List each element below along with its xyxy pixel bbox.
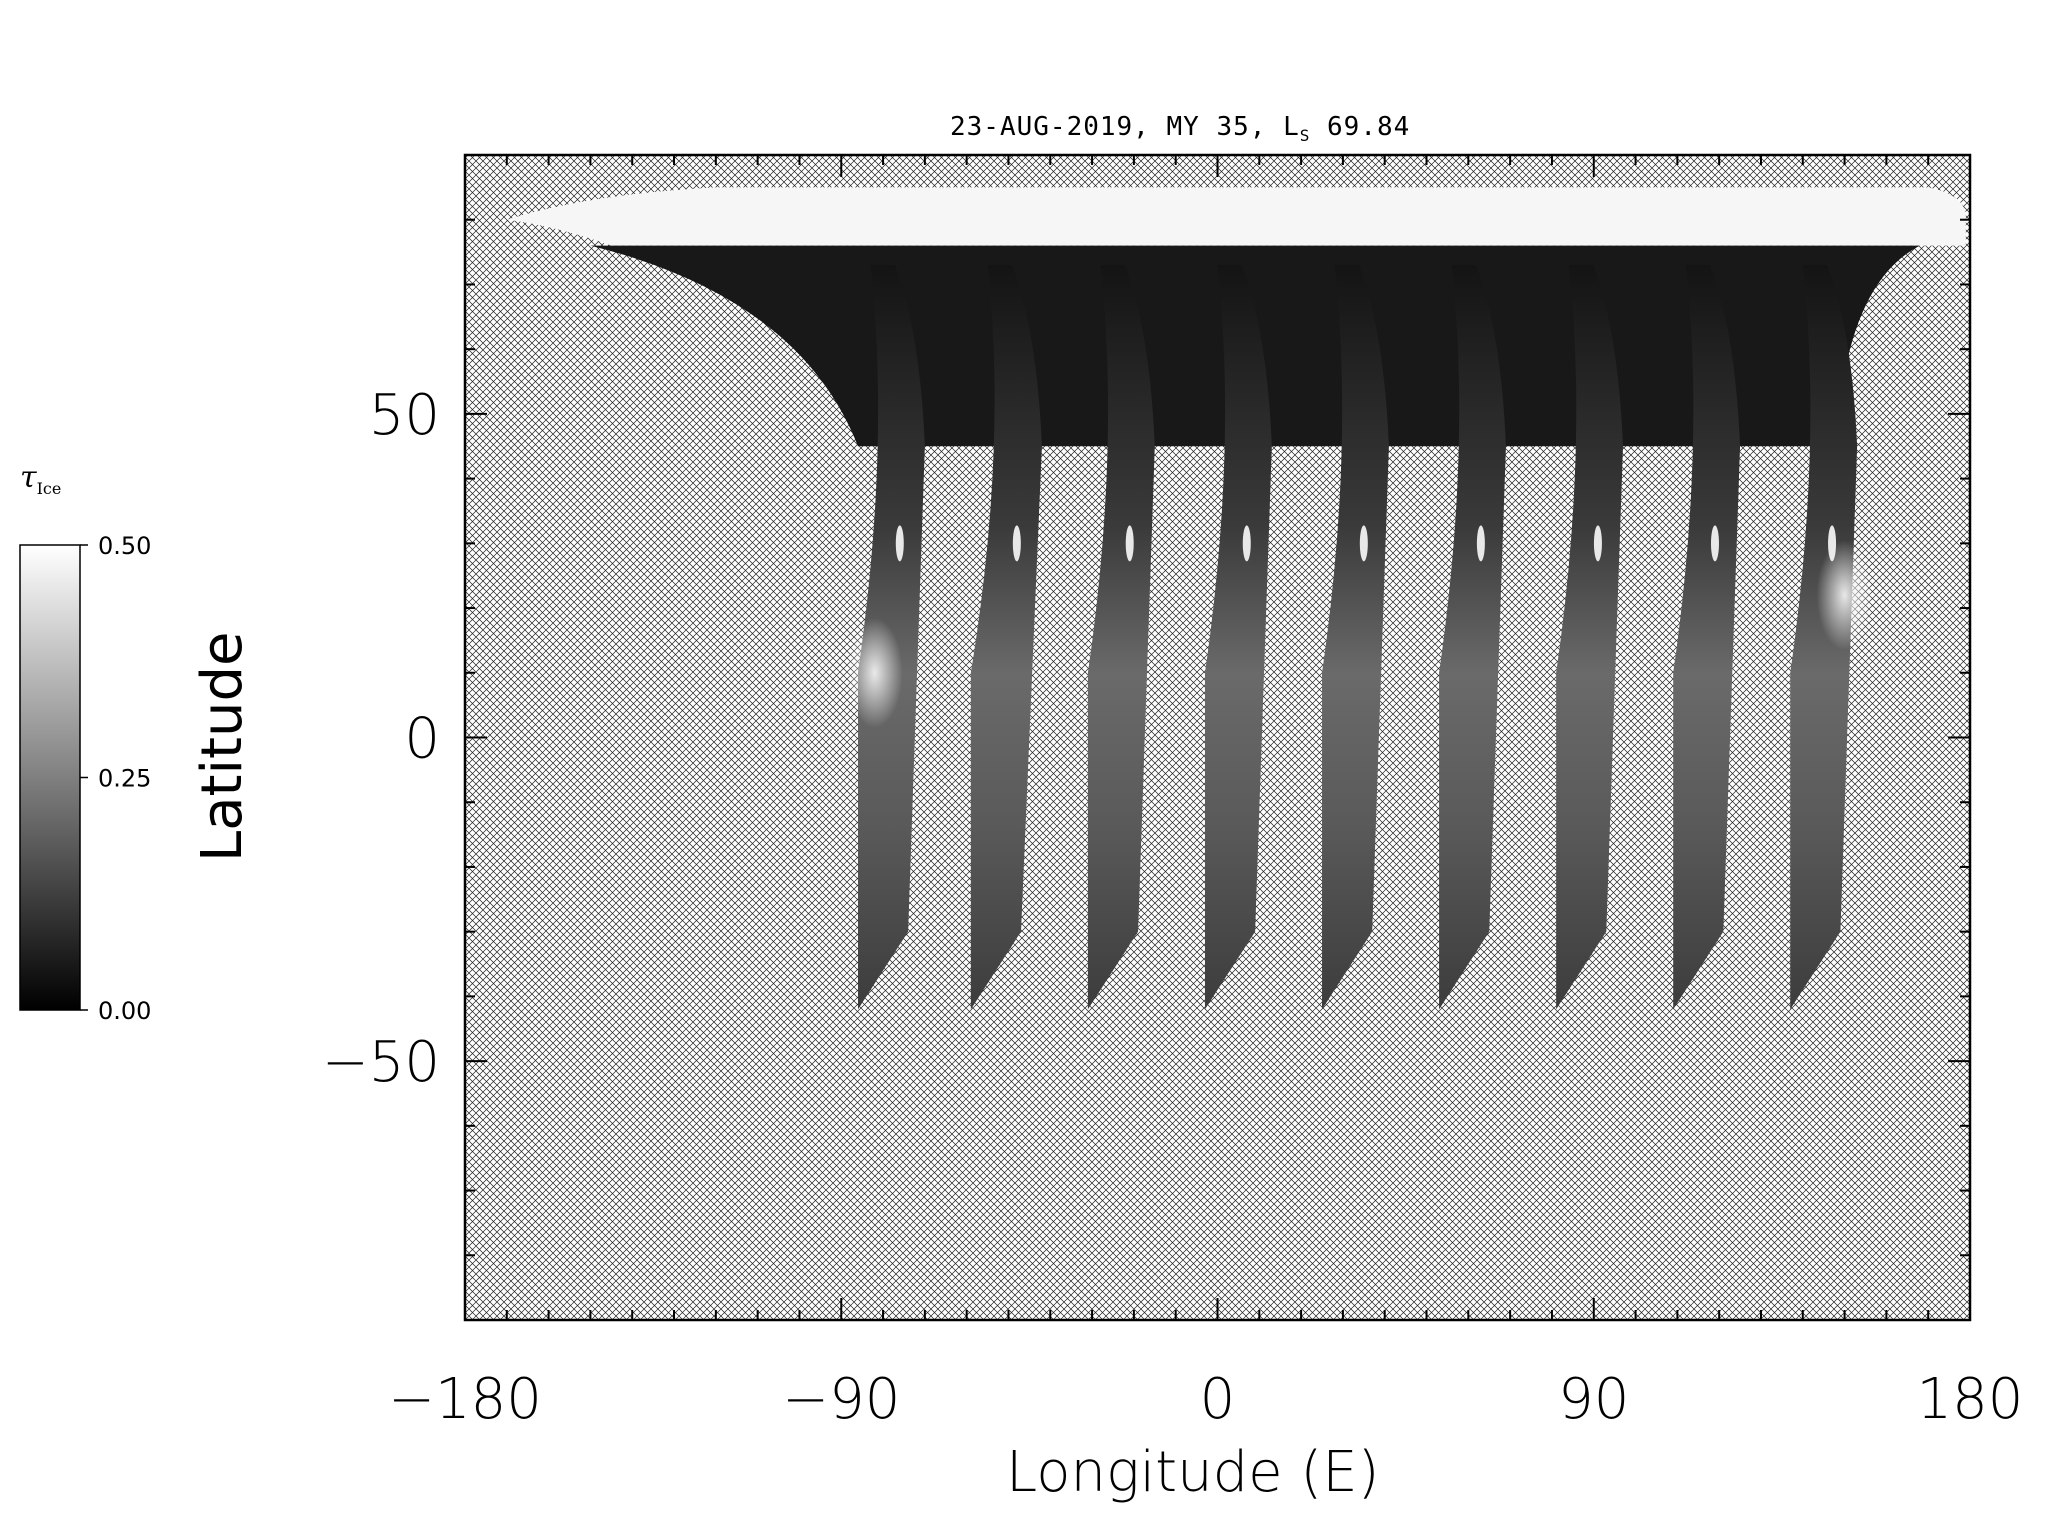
data-layer <box>506 187 1966 1010</box>
data-swath <box>1673 265 1741 1010</box>
plot-area <box>465 155 1970 1320</box>
swath-gap <box>1710 525 1719 562</box>
data-swath <box>1087 265 1155 1010</box>
bright-cloud-feature <box>846 617 903 728</box>
x-tick-label: 0 <box>1200 1367 1236 1432</box>
y-tick-label: 0 <box>404 707 440 772</box>
chart-title: 23-AUG-2019, MY 35, LS 69.84 <box>950 112 1411 146</box>
axes: −180 −90 0 90 180 −50 0 50 <box>322 153 2024 1432</box>
data-swath <box>1790 265 1858 1010</box>
swath-gap <box>1242 525 1251 562</box>
data-swath <box>970 265 1042 1010</box>
y-tick-label: 50 <box>369 383 440 448</box>
x-tick-label: 90 <box>1558 1367 1629 1432</box>
data-swath <box>1556 265 1624 1010</box>
colorbar-tick-label: 0.50 <box>98 532 151 560</box>
swath-gap <box>895 525 904 562</box>
title-suffix: 69.84 <box>1310 112 1411 142</box>
x-tick-label: −180 <box>388 1367 542 1432</box>
colorbar-tick-label: 0.25 <box>98 765 151 793</box>
data-swath <box>1439 265 1506 1010</box>
colorbar-label: τIce <box>20 460 61 498</box>
bright-cloud-feature <box>1816 540 1873 651</box>
data-swath <box>1322 265 1389 1010</box>
colorbar-gradient <box>19 544 81 1011</box>
x-axis-label: Longitude (E) <box>1006 1440 1380 1505</box>
swath-gap <box>1593 525 1602 562</box>
swath-gap <box>1125 525 1134 562</box>
colorbar: 0.00 0.25 0.50 <box>19 532 151 1025</box>
x-tick-label: 180 <box>1917 1367 2024 1432</box>
colorbar-subscript: Ice <box>36 479 62 498</box>
swath-gap <box>1476 525 1485 562</box>
colorbar-symbol: τ <box>20 460 37 495</box>
y-axis-label: Latitude <box>190 631 255 862</box>
colorbar-tick-label: 0.00 <box>98 997 151 1025</box>
swath-gap <box>1359 525 1368 562</box>
swath-gap <box>1012 525 1021 562</box>
title-subscript: S <box>1299 126 1311 146</box>
x-tick-label: −90 <box>782 1367 900 1432</box>
polar-cap <box>506 187 1966 246</box>
data-swath <box>1204 265 1272 1010</box>
y-tick-label: −50 <box>322 1030 440 1095</box>
